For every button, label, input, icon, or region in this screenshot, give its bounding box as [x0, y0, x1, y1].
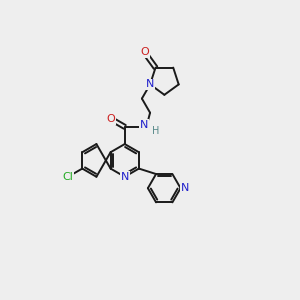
Text: H: H	[152, 126, 159, 136]
Text: Cl: Cl	[63, 172, 74, 182]
Text: N: N	[121, 172, 129, 182]
Text: O: O	[106, 114, 115, 124]
Text: O: O	[140, 47, 149, 57]
Text: N: N	[181, 183, 189, 193]
Text: N: N	[146, 80, 154, 89]
Text: N: N	[140, 119, 148, 130]
